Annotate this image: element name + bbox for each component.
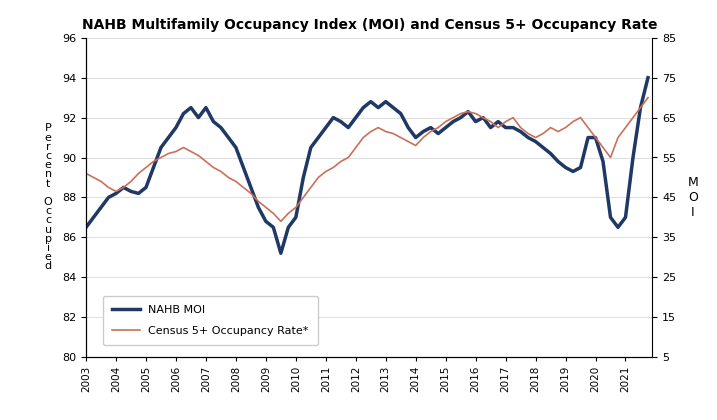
NAHB MOI <box>538 145 547 150</box>
Census 5+ Occupancy Rate* <box>134 171 143 176</box>
NAHB MOI <box>449 119 457 124</box>
Census 5+ Occupancy Rate* <box>277 219 285 224</box>
Census 5+ Occupancy Rate* <box>381 129 390 134</box>
Y-axis label: M
O
I: M O I <box>688 176 698 219</box>
Census 5+ Occupancy Rate* <box>449 115 457 120</box>
NAHB MOI <box>284 225 293 230</box>
NAHB MOI <box>134 191 143 196</box>
Line: NAHB MOI: NAHB MOI <box>86 78 648 253</box>
Legend: NAHB MOI, Census 5+ Occupancy Rate*: NAHB MOI, Census 5+ Occupancy Rate* <box>103 296 318 345</box>
Census 5+ Occupancy Rate* <box>82 171 90 176</box>
NAHB MOI <box>277 251 285 256</box>
NAHB MOI <box>464 109 473 114</box>
NAHB MOI <box>381 99 390 104</box>
Line: Census 5+ Occupancy Rate*: Census 5+ Occupancy Rate* <box>86 98 648 221</box>
Y-axis label: P
e
r
c
e
n
t

O
c
c
u
p
i
e
d: P e r c e n t O c c u p i e d <box>44 123 52 271</box>
Title: NAHB Multifamily Occupancy Index (MOI) and Census 5+ Occupancy Rate: NAHB Multifamily Occupancy Index (MOI) a… <box>82 18 657 32</box>
Census 5+ Occupancy Rate* <box>284 211 293 216</box>
Census 5+ Occupancy Rate* <box>538 131 547 136</box>
Census 5+ Occupancy Rate* <box>464 109 473 114</box>
Census 5+ Occupancy Rate* <box>644 95 652 100</box>
NAHB MOI <box>82 225 90 230</box>
NAHB MOI <box>644 75 652 80</box>
